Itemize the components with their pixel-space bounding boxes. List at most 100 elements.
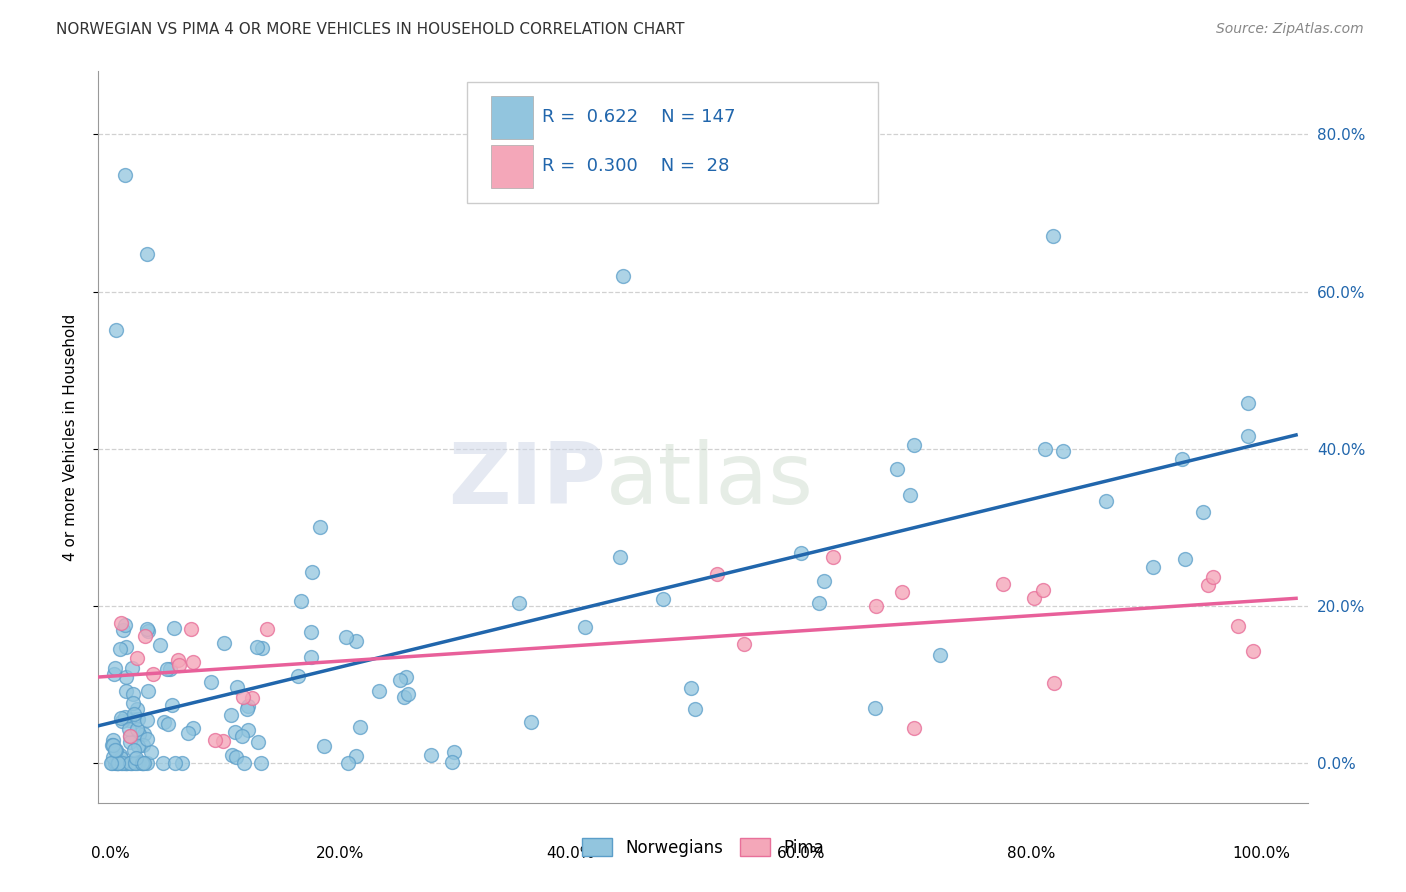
Point bbox=[177, 725, 200, 739]
Text: 0.0%: 0.0% bbox=[90, 846, 129, 861]
Point bbox=[344, 633, 367, 648]
Point bbox=[519, 714, 541, 729]
Point bbox=[105, 756, 128, 771]
Point bbox=[127, 756, 149, 770]
Point bbox=[156, 662, 179, 676]
Point bbox=[250, 756, 273, 771]
Point bbox=[138, 624, 160, 638]
Point bbox=[127, 650, 149, 665]
Point bbox=[105, 756, 128, 771]
Point bbox=[652, 591, 675, 606]
Point bbox=[683, 702, 706, 716]
Point bbox=[574, 620, 596, 634]
Point bbox=[865, 599, 887, 614]
Point bbox=[886, 462, 908, 476]
Point bbox=[212, 635, 235, 649]
Point bbox=[389, 673, 412, 688]
Point bbox=[127, 722, 149, 736]
Point bbox=[122, 697, 145, 711]
Point bbox=[299, 650, 322, 665]
Text: atlas: atlas bbox=[606, 440, 814, 523]
Point bbox=[121, 661, 143, 675]
Point bbox=[314, 739, 336, 753]
Point bbox=[903, 438, 925, 452]
Point bbox=[121, 687, 143, 701]
Point bbox=[1022, 591, 1045, 605]
Point bbox=[762, 182, 785, 196]
Point bbox=[169, 657, 191, 672]
Point bbox=[112, 756, 135, 771]
Point bbox=[224, 724, 246, 739]
Text: R =  0.622    N = 147: R = 0.622 N = 147 bbox=[543, 109, 735, 127]
Point bbox=[440, 755, 463, 769]
Point bbox=[813, 574, 835, 588]
Point bbox=[398, 687, 420, 701]
Point bbox=[103, 733, 125, 747]
Point bbox=[100, 756, 122, 771]
Point bbox=[104, 661, 127, 675]
Point bbox=[114, 169, 136, 183]
Point bbox=[115, 756, 138, 771]
Point bbox=[132, 738, 155, 752]
Point bbox=[101, 750, 124, 764]
Point bbox=[104, 742, 127, 756]
Point bbox=[1174, 551, 1197, 566]
Point bbox=[105, 743, 128, 757]
Text: NORWEGIAN VS PIMA 4 OR MORE VEHICLES IN HOUSEHOLD CORRELATION CHART: NORWEGIAN VS PIMA 4 OR MORE VEHICLES IN … bbox=[56, 22, 685, 37]
Point bbox=[1201, 569, 1223, 583]
Point bbox=[863, 701, 886, 715]
Point bbox=[256, 622, 278, 636]
Point bbox=[335, 631, 357, 645]
Point bbox=[349, 721, 371, 735]
Point bbox=[1142, 559, 1164, 574]
Point bbox=[681, 681, 703, 696]
Point bbox=[120, 756, 142, 771]
Point bbox=[232, 756, 254, 771]
Point bbox=[250, 640, 273, 655]
Point bbox=[136, 622, 159, 636]
Point bbox=[131, 756, 153, 771]
Point bbox=[167, 653, 190, 667]
Point bbox=[110, 641, 132, 656]
Point bbox=[212, 734, 235, 748]
Point bbox=[367, 684, 389, 698]
Point bbox=[111, 756, 134, 771]
Point bbox=[508, 596, 530, 610]
Point bbox=[993, 577, 1015, 591]
Point bbox=[152, 756, 174, 771]
Point bbox=[118, 713, 141, 727]
Point bbox=[156, 717, 179, 731]
Point bbox=[1237, 396, 1260, 410]
Point bbox=[898, 488, 921, 502]
Point bbox=[236, 702, 259, 716]
Point bbox=[127, 739, 149, 753]
Point bbox=[1043, 675, 1066, 690]
Point bbox=[135, 756, 157, 771]
Point bbox=[142, 666, 165, 681]
Point bbox=[131, 756, 153, 771]
Point bbox=[246, 640, 269, 654]
Point bbox=[733, 637, 755, 651]
Point bbox=[107, 756, 129, 771]
Point bbox=[287, 668, 309, 682]
Y-axis label: 4 or more Vehicles in Household: 4 or more Vehicles in Household bbox=[63, 313, 77, 561]
Point bbox=[101, 738, 124, 752]
Point bbox=[115, 640, 138, 655]
Point bbox=[159, 662, 181, 676]
Point bbox=[103, 667, 125, 681]
Point bbox=[1095, 494, 1118, 508]
Text: R =  0.300    N =  28: R = 0.300 N = 28 bbox=[543, 158, 730, 176]
Point bbox=[221, 747, 243, 762]
Point bbox=[344, 749, 367, 764]
Point bbox=[238, 699, 260, 714]
Point bbox=[107, 756, 129, 771]
Point bbox=[225, 750, 247, 764]
Point bbox=[1042, 228, 1064, 243]
Point bbox=[236, 723, 259, 738]
Point bbox=[443, 745, 465, 759]
Point bbox=[111, 714, 134, 728]
Point bbox=[108, 747, 131, 762]
Point bbox=[163, 621, 186, 635]
Point bbox=[1241, 643, 1264, 657]
Point bbox=[170, 756, 193, 771]
